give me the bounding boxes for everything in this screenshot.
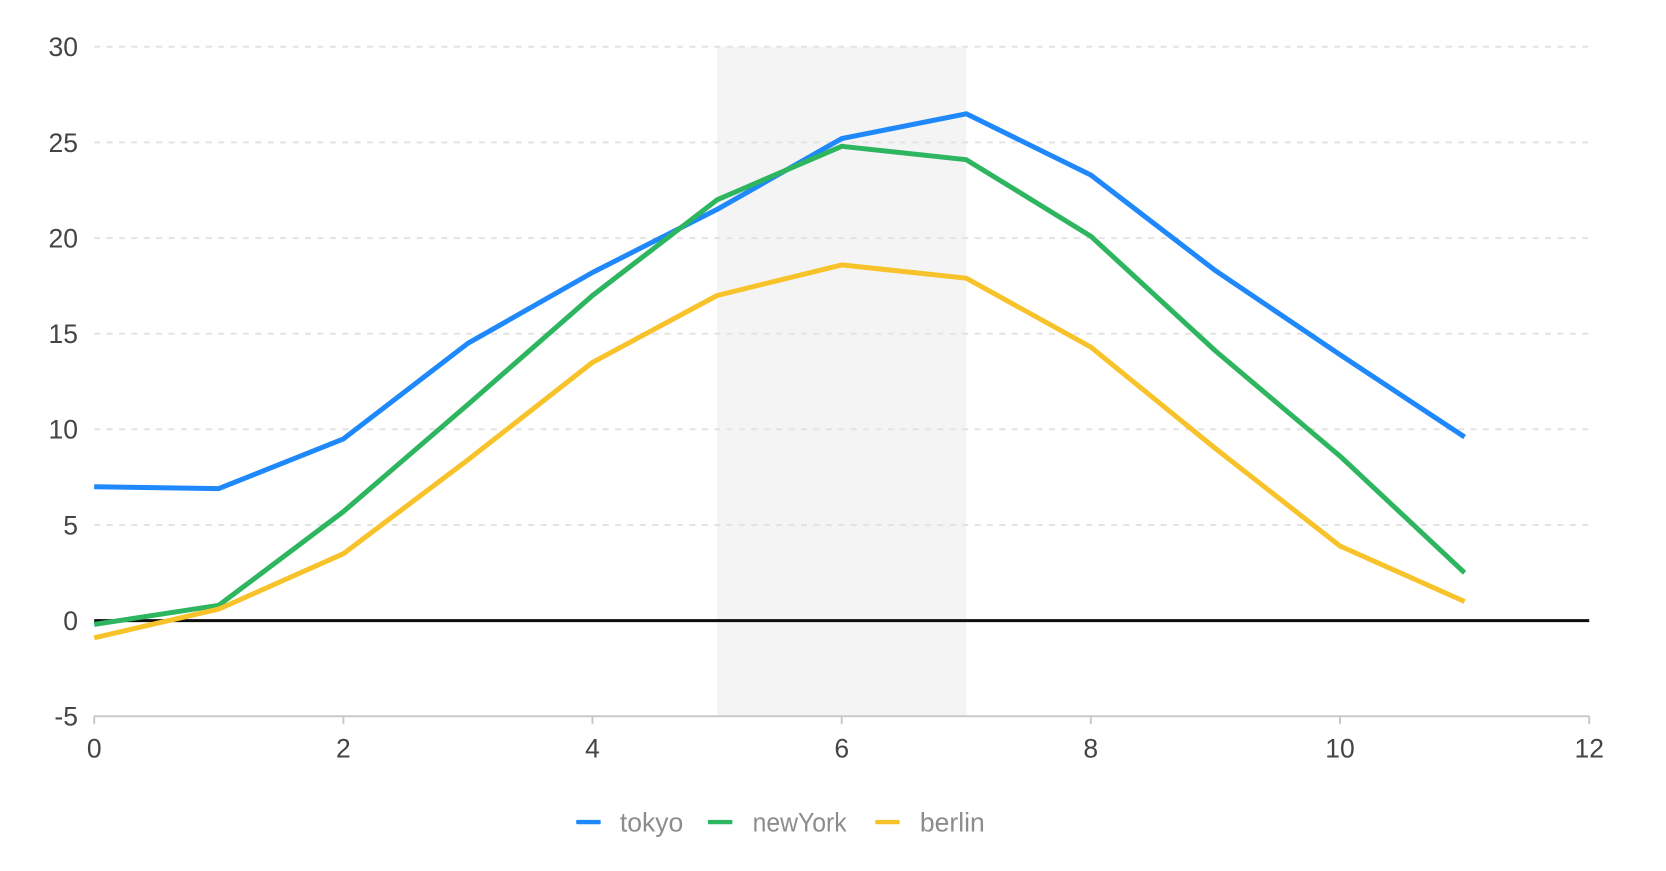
svg-text:8: 8 (1083, 734, 1098, 764)
svg-text:10: 10 (49, 415, 78, 445)
svg-text:tokyo: tokyo (620, 807, 683, 837)
svg-text:berlin: berlin (920, 807, 985, 837)
svg-text:5: 5 (63, 510, 78, 540)
svg-text:6: 6 (834, 734, 849, 764)
svg-text:-5: -5 (54, 702, 78, 732)
svg-text:10: 10 (1325, 734, 1354, 764)
svg-text:12: 12 (1574, 734, 1603, 764)
svg-text:0: 0 (63, 606, 78, 636)
svg-text:0: 0 (87, 734, 102, 764)
svg-text:4: 4 (585, 734, 600, 764)
svg-text:30: 30 (49, 32, 78, 62)
svg-text:15: 15 (49, 319, 78, 349)
svg-text:newYork: newYork (753, 807, 848, 837)
svg-text:20: 20 (49, 223, 78, 253)
svg-text:2: 2 (336, 734, 351, 764)
svg-text:25: 25 (49, 128, 78, 158)
